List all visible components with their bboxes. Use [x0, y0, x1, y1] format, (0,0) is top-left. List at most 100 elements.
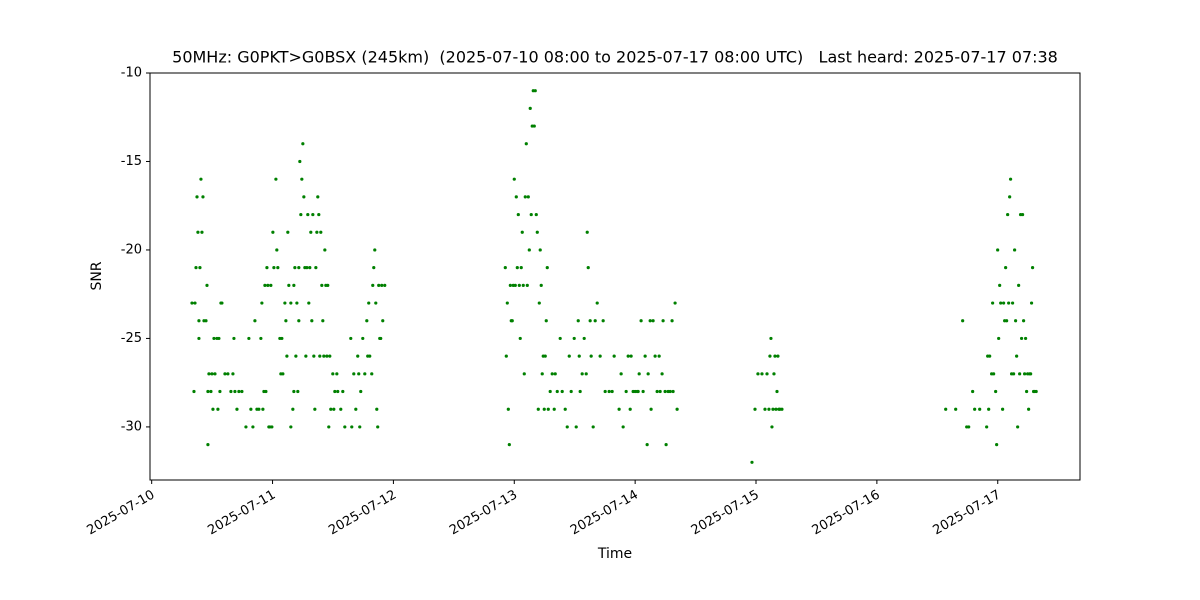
point: [543, 354, 547, 358]
point: [992, 372, 996, 376]
point: [629, 354, 633, 358]
point: [577, 354, 581, 358]
point: [663, 389, 667, 394]
point: [961, 319, 965, 323]
point: [514, 195, 518, 199]
point: [197, 336, 201, 341]
point: [244, 425, 248, 429]
point: [197, 319, 201, 323]
point: [519, 266, 523, 270]
point: [237, 389, 241, 394]
point: [193, 301, 197, 305]
point: [216, 407, 220, 411]
point: [335, 372, 339, 376]
point: [311, 212, 315, 217]
point: [312, 354, 316, 358]
point: [341, 389, 345, 394]
point: [259, 336, 263, 341]
point: [283, 301, 287, 305]
point: [194, 266, 198, 270]
point: [769, 336, 773, 341]
point: [195, 195, 199, 199]
point: [539, 283, 543, 287]
point: [670, 319, 674, 323]
point: [371, 283, 375, 287]
point: [1007, 301, 1011, 305]
point: [1014, 319, 1018, 323]
point: [771, 407, 775, 411]
point: [322, 354, 326, 358]
point: [310, 319, 314, 323]
point: [320, 283, 324, 287]
point: [198, 266, 202, 270]
point: [361, 336, 365, 341]
point: [971, 389, 975, 394]
point: [548, 389, 552, 394]
point: [576, 319, 580, 323]
point: [333, 389, 337, 394]
point: [1023, 372, 1027, 376]
point: [775, 389, 779, 394]
point: [1015, 354, 1019, 358]
plot-frame: [149, 72, 1081, 481]
point: [996, 248, 1000, 252]
point: [967, 425, 971, 429]
point: [308, 266, 312, 270]
point: [513, 283, 517, 287]
point: [375, 407, 379, 411]
point: [522, 372, 526, 376]
point: [352, 372, 356, 376]
point: [525, 283, 529, 287]
point: [651, 319, 655, 323]
point: [274, 177, 278, 181]
point: [349, 336, 353, 341]
point: [673, 301, 677, 305]
point: [249, 407, 253, 411]
point: [367, 301, 371, 305]
point: [563, 407, 567, 411]
point: [229, 389, 233, 394]
point: [289, 301, 293, 305]
point: [313, 407, 317, 411]
point: [212, 336, 216, 341]
point: [565, 425, 569, 429]
point: [206, 389, 210, 394]
point: [1008, 177, 1013, 181]
point: [610, 389, 614, 394]
point: [284, 319, 288, 323]
point: [653, 354, 657, 358]
point: [760, 372, 764, 376]
point: [379, 336, 383, 341]
point: [247, 336, 251, 341]
point: [301, 142, 305, 146]
point: [534, 212, 538, 217]
point: [201, 195, 205, 199]
point: [567, 354, 571, 358]
point: [643, 354, 647, 358]
point: [363, 372, 367, 376]
point: [260, 301, 264, 305]
point: [339, 407, 343, 411]
point: [520, 230, 524, 234]
point: [354, 407, 358, 411]
chart-title: 50MHz: G0PKT>G0BSX (245km) (2025-07-10 0…: [172, 48, 1058, 67]
point: [617, 407, 621, 411]
point: [645, 443, 649, 447]
x-axis-label: Time: [597, 546, 632, 562]
point: [226, 372, 230, 376]
point: [374, 301, 378, 305]
point: [298, 159, 302, 164]
point: [1013, 248, 1017, 252]
point: [275, 248, 279, 252]
point: [528, 106, 532, 110]
point: [624, 389, 628, 394]
point: [223, 372, 227, 376]
point: [978, 407, 982, 411]
point: [637, 372, 641, 376]
point: [569, 389, 573, 394]
point: [767, 407, 771, 411]
point: [598, 354, 602, 358]
point: [763, 407, 767, 411]
